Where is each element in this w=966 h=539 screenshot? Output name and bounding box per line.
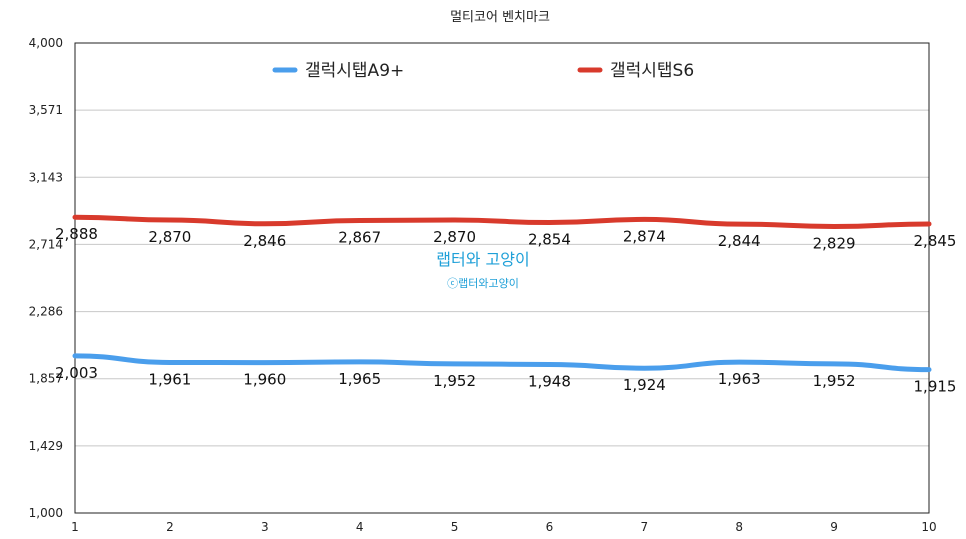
chart-title: 멀티코어 벤치마크	[450, 10, 550, 25]
series-line-0	[72, 353, 932, 373]
x-tick-label: 1	[71, 520, 79, 534]
data-label: 2,854	[528, 231, 571, 249]
data-label: 2,888	[55, 225, 98, 243]
data-label: 2,845	[914, 232, 957, 250]
data-label: 2,870	[433, 228, 476, 246]
watermark-sub: ⓒ랩터와고양이	[447, 277, 519, 290]
data-label: 2,846	[243, 232, 286, 250]
y-tick-label: 2,714	[29, 237, 63, 251]
legend-item: 갤럭시탭A9+	[272, 61, 404, 81]
data-label: 1,952	[813, 372, 856, 390]
y-tick-label: 1,429	[29, 439, 63, 453]
watermark-main: 랩터와 고양이	[436, 250, 529, 269]
data-label: 2,003	[55, 364, 98, 382]
data-label: 2,867	[338, 229, 381, 247]
data-label: 2,874	[623, 227, 666, 245]
y-axis: 1,000 1,429 1,857 2,286 2,714 3,143 3,571 4,000	[29, 36, 63, 520]
data-label: 1,948	[528, 372, 571, 390]
x-axis: 1 2 3 4 5 6 7 8 9 10	[71, 520, 936, 534]
watermark: 랩터와 고양이 ⓒ랩터와고양이	[436, 250, 529, 290]
legend-label: 갤럭시탭S6	[610, 61, 694, 81]
data-label: 1,960	[243, 371, 286, 389]
x-tick-label: 8	[735, 520, 743, 534]
legend-item: 갤럭시탭S6	[577, 61, 694, 81]
data-label: 1,924	[623, 376, 666, 394]
series-layer	[72, 214, 932, 373]
x-tick-label: 3	[261, 520, 269, 534]
y-tick-label: 1,857	[29, 372, 63, 386]
data-label: 1,915	[914, 378, 957, 396]
x-tick-label: 2	[166, 520, 174, 534]
y-tick-label: 4,000	[29, 36, 63, 50]
x-tick-label: 4	[356, 520, 364, 534]
x-tick-label: 6	[546, 520, 554, 534]
x-tick-label: 10	[921, 520, 936, 534]
grid-layer	[75, 42, 929, 514]
data-label: 1,952	[433, 372, 476, 390]
data-labels: 2,003 1,961 1,960 1,965 1,952 1,948 1,924 1,963…	[55, 225, 956, 395]
data-label: 2,844	[718, 232, 761, 250]
legend-label: 갤럭시탭A9+	[305, 61, 404, 81]
y-tick-label: 3,571	[29, 103, 63, 117]
legend: 갤럭시탭A9+ 갤럭시탭S6	[272, 61, 694, 81]
y-tick-label: 3,143	[29, 170, 63, 184]
data-label: 1,961	[148, 370, 191, 388]
y-tick-label: 1,000	[29, 506, 63, 520]
data-label: 2,829	[813, 234, 856, 252]
data-label: 1,965	[338, 370, 381, 388]
data-label: 1,963	[718, 370, 761, 388]
y-tick-label: 2,286	[29, 305, 63, 319]
x-tick-label: 9	[830, 520, 838, 534]
series-line-1	[72, 214, 932, 229]
plot-frame	[74, 42, 930, 514]
data-label: 2,870	[148, 228, 191, 246]
x-tick-label: 5	[451, 520, 459, 534]
x-tick-label: 7	[641, 520, 649, 534]
